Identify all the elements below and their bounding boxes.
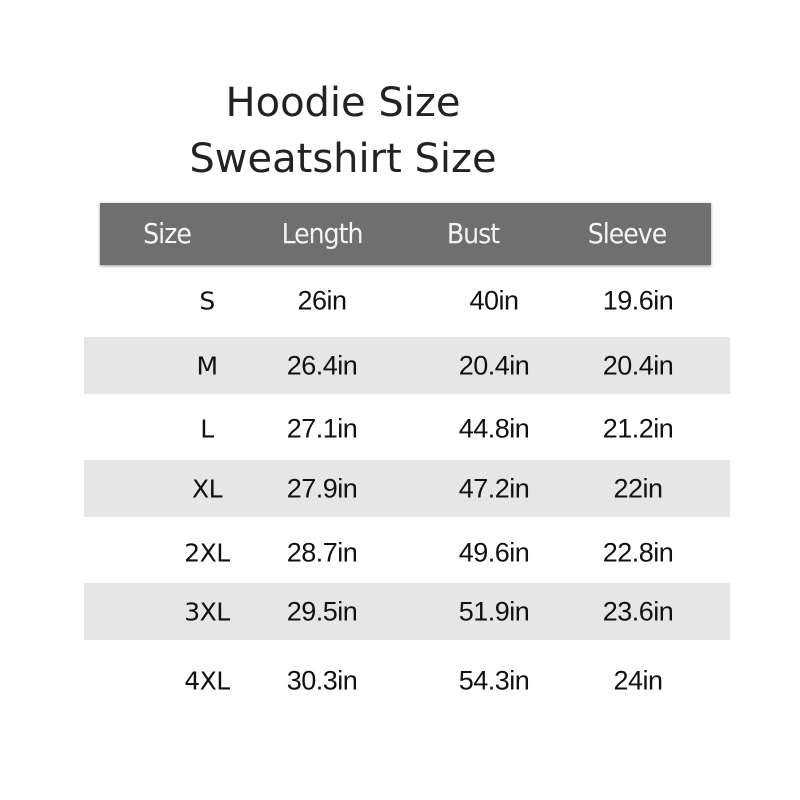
cell-length: 28.7in xyxy=(286,537,358,567)
cell-size: L xyxy=(200,414,214,443)
cell-size: XL xyxy=(191,474,223,503)
cell-bust: 44.8in xyxy=(458,413,530,443)
title-sweatshirt-size: Sweatshirt Size xyxy=(189,136,497,182)
table-row: L 27.1in 44.8in 21.2in xyxy=(84,400,730,457)
cell-bust: 40in xyxy=(469,285,519,315)
header-length: Length xyxy=(281,217,364,250)
cell-length: 26in xyxy=(297,285,347,315)
header-bust: Bust xyxy=(446,217,500,250)
cell-bust: 51.9in xyxy=(458,596,530,626)
table-row: 4XL 30.3in 54.3in 24in xyxy=(84,652,730,709)
table-row: XL 27.9in 47.2in 22in xyxy=(84,460,730,517)
cell-bust: 20.4in xyxy=(458,350,530,380)
header-size: Size xyxy=(143,217,192,250)
cell-sleeve: 23.6in xyxy=(602,596,674,626)
cell-size: M xyxy=(196,351,218,380)
cell-length: 26.4in xyxy=(286,350,358,380)
cell-length: 30.3in xyxy=(286,665,358,695)
cell-bust: 49.6in xyxy=(458,537,530,567)
cell-bust: 47.2in xyxy=(458,473,530,503)
cell-sleeve: 21.2in xyxy=(602,413,674,443)
cell-sleeve: 20.4in xyxy=(602,350,674,380)
cell-size: 2XL xyxy=(184,538,230,567)
cell-length: 27.1in xyxy=(286,413,358,443)
cell-size: 4XL xyxy=(184,666,230,695)
cell-length: 27.9in xyxy=(286,473,358,503)
cell-size: 3XL xyxy=(184,597,230,626)
cell-sleeve: 24in xyxy=(613,665,663,695)
table-row: 3XL 29.5in 51.9in 23.6in xyxy=(84,583,730,640)
title-hoodie-size: Hoodie Size xyxy=(225,80,461,126)
cell-bust: 54.3in xyxy=(458,665,530,695)
table-row: M 26.4in 20.4in 20.4in xyxy=(84,337,730,394)
header-sleeve: Sleeve xyxy=(587,217,667,250)
cell-length: 29.5in xyxy=(286,596,358,626)
table-row: S 26in 40in 19.6in xyxy=(84,272,730,329)
cell-sleeve: 19.6in xyxy=(602,285,674,315)
cell-sleeve: 22in xyxy=(613,473,663,503)
cell-sleeve: 22.8in xyxy=(602,537,674,567)
table-header: Size Length Bust Sleeve xyxy=(100,203,711,265)
table-row: 2XL 28.7in 49.6in 22.8in xyxy=(84,524,730,581)
cell-size: S xyxy=(199,286,215,315)
